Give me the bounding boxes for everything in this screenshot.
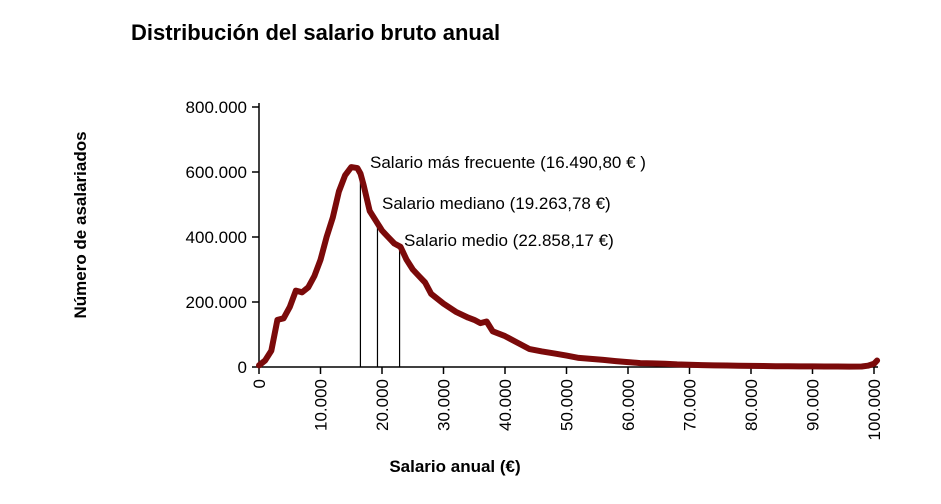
annotation-label: Salario mediano (19.263,78 €) (382, 194, 611, 213)
annotation-labels: Salario más frecuente (16.490,80 € ) Sala… (370, 153, 646, 250)
x-tick-label: 30.000 (435, 379, 454, 431)
x-tick-label: 100.000 (865, 379, 884, 440)
x-tick-label: 90.000 (804, 379, 823, 431)
x-tick-label: 70.000 (681, 379, 700, 431)
y-tick-label: 0 (238, 358, 247, 377)
y-tick-label: 800.000 (186, 98, 247, 117)
series-line (256, 164, 881, 370)
x-tick-label: 80.000 (742, 379, 761, 431)
annotation-label: Salario medio (22.858,17 €) (404, 231, 614, 250)
chart-title: Distribución del salario bruto anual (131, 20, 501, 45)
x-tick-label: 60.000 (619, 379, 638, 431)
y-tick-label: 200.000 (186, 293, 247, 312)
x-tick-label: 20.000 (373, 379, 392, 431)
x-tick-label: 50.000 (558, 379, 577, 431)
x-tick-label: 0 (250, 379, 269, 388)
y-axis: 0 200.000 400.000 600.000 800.000 (186, 98, 260, 377)
x-axis-title: Salario anual (€) (389, 457, 520, 476)
y-tick-label: 600.000 (186, 163, 247, 182)
x-tick-label: 40.000 (496, 379, 515, 431)
y-tick-label: 400.000 (186, 228, 247, 247)
x-axis: 0 10.000 20.000 30.000 40.000 50.000 60.000 70.… (250, 366, 884, 440)
annotation-lines (359, 173, 401, 367)
annotation-label: Salario más frecuente (16.490,80 € ) (370, 153, 646, 172)
x-tick-label: 10.000 (312, 379, 331, 431)
y-axis-title: Número de asalariados (71, 131, 90, 318)
